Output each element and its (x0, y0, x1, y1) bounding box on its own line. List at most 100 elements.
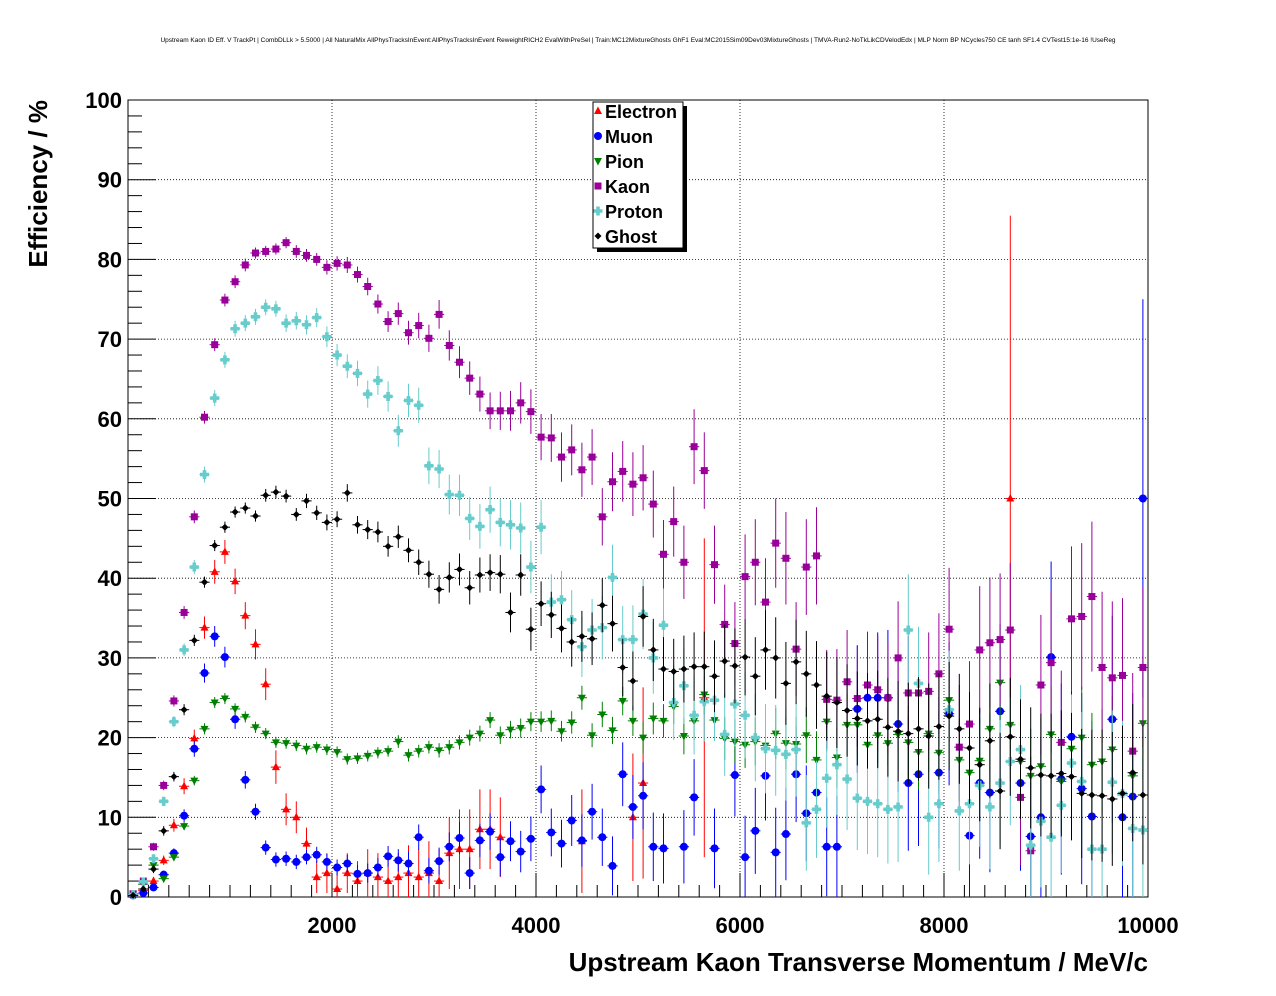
ghost-point (700, 663, 708, 671)
kaon-point (527, 408, 535, 416)
muon-point (312, 850, 321, 859)
muon-point (537, 785, 546, 794)
pion-point (302, 745, 311, 754)
kaon-point (945, 625, 953, 633)
pion-point (475, 730, 484, 739)
ghost-point (456, 565, 463, 573)
kaon-point (262, 247, 270, 255)
proton-point (312, 313, 322, 323)
chart-title: Upstream Kaon ID Eff. V TrackPt | CombDL… (160, 37, 1115, 44)
kaon-point (996, 636, 1004, 644)
pion-point (394, 738, 403, 747)
ghost-point (711, 672, 718, 680)
kaon-point (1088, 593, 1096, 601)
ghost-point (884, 723, 892, 731)
kaon-point (670, 518, 678, 526)
kaon-point (1068, 615, 1075, 623)
ghost-point (129, 891, 137, 899)
proton-point (465, 513, 475, 523)
pion-point (373, 749, 382, 758)
kaon-point (201, 413, 208, 421)
proton-point (761, 744, 770, 754)
muon-point (333, 863, 342, 872)
kaon-point (374, 300, 382, 308)
muon-point (353, 869, 362, 878)
electron-point (261, 679, 270, 688)
ghost-point (201, 578, 208, 586)
pion-point (384, 748, 393, 756)
ghost-point (180, 706, 188, 714)
y-tick-label: 50 (98, 487, 122, 512)
kaon-point (1047, 659, 1055, 667)
ghost-point (986, 737, 994, 745)
ghost-point (1047, 772, 1055, 780)
ghost-point (527, 625, 535, 633)
kaon-point (354, 271, 361, 279)
ghost-point (333, 515, 341, 523)
electron-point (169, 820, 178, 829)
muon-point (292, 857, 301, 866)
electron-point (190, 733, 199, 742)
electron-point (292, 812, 301, 821)
proton-point (903, 625, 913, 635)
x-tick-label: 6000 (716, 913, 765, 938)
ghost-point (1037, 771, 1045, 779)
pion-point (333, 748, 342, 757)
proton-point (189, 562, 199, 572)
ghost-point (374, 528, 382, 536)
pion-point (312, 744, 321, 752)
kaon-point (476, 390, 484, 398)
kaon-point (639, 474, 647, 482)
ghost-point (1139, 791, 1147, 799)
muon-point (200, 669, 209, 678)
pion-point (210, 699, 219, 708)
muon-point (618, 770, 627, 779)
proton-point (220, 355, 230, 365)
y-tick-label: 80 (98, 247, 122, 272)
legend-marker-pion (594, 158, 602, 166)
ghost-point (629, 677, 637, 685)
kaon-point (435, 310, 443, 318)
electron-point (384, 876, 393, 885)
kaon-point (741, 573, 749, 581)
pion-point (516, 725, 525, 733)
proton-point (281, 318, 291, 328)
kaon-point (629, 480, 637, 488)
y-tick-label: 10 (98, 805, 122, 830)
series-ghost (128, 484, 1148, 899)
x-tick-label: 8000 (920, 913, 969, 938)
pion-point (343, 756, 352, 764)
y-tick-label: 60 (98, 407, 122, 432)
kaon-point (221, 296, 229, 304)
kaon-point (690, 443, 698, 451)
electron-point (149, 876, 158, 885)
electron-point (496, 832, 505, 841)
proton-point (791, 745, 801, 755)
ghost-point (721, 657, 729, 665)
ghost-point (323, 518, 331, 526)
proton-point (852, 793, 862, 803)
proton-point (149, 854, 158, 864)
pion-point (200, 725, 209, 734)
ghost-point (874, 715, 882, 723)
kaon-point (343, 261, 351, 269)
proton-point (832, 760, 842, 770)
kaon-point (160, 781, 168, 789)
legend-label-ghost: Ghost (605, 227, 657, 247)
ghost-point (915, 725, 922, 733)
pion-point (292, 742, 301, 751)
pion-point (526, 718, 535, 727)
ghost-point (649, 646, 657, 654)
ghost-point (425, 570, 433, 578)
ghost-point (782, 679, 790, 687)
kaon-point (313, 255, 321, 263)
muon-point (781, 830, 790, 839)
proton-point (730, 699, 740, 709)
proton-point (822, 773, 832, 783)
muon-point (526, 834, 535, 843)
proton-point (271, 304, 281, 314)
kaon-point (588, 453, 596, 461)
kaon-point (231, 278, 239, 286)
proton-point (393, 426, 403, 436)
kaon-point (323, 263, 331, 271)
